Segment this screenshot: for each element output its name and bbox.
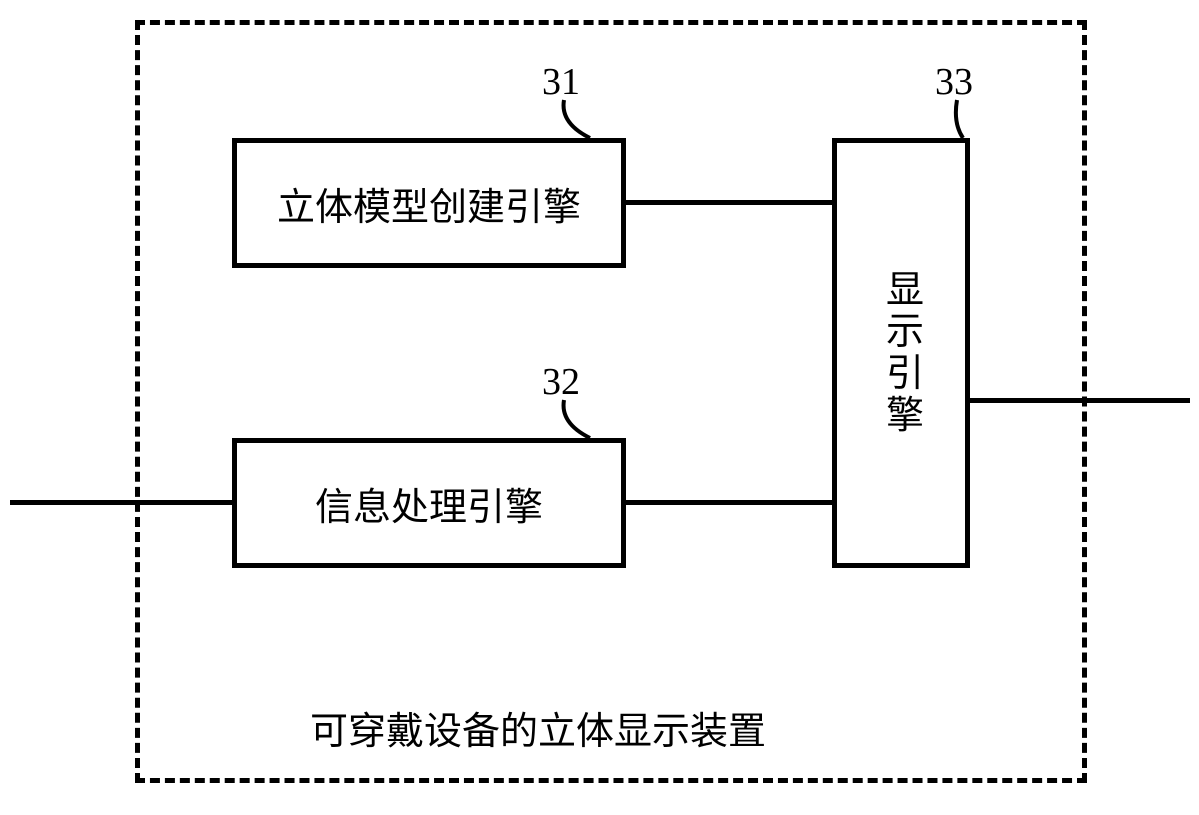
callout-curve-32 <box>554 398 600 440</box>
diagram-caption: 可穿戴设备的立体显示装置 <box>310 700 766 755</box>
box-info-engine: 信息处理引擎 <box>232 438 626 568</box>
box-display-engine-label: 显示引擎 <box>874 269 929 436</box>
connector-external-to-info <box>10 500 232 505</box>
connector-display-to-external <box>970 398 1190 403</box>
box-model-engine: 立体模型创建引擎 <box>232 138 626 268</box>
box-display-engine: 显示引擎 <box>832 138 970 568</box>
box-info-engine-label: 信息处理引擎 <box>315 476 543 531</box>
callout-curve-31 <box>554 98 600 140</box>
box-model-engine-label: 立体模型创建引擎 <box>277 176 581 231</box>
callout-curve-33 <box>947 98 973 140</box>
connector-info-to-display <box>626 500 832 505</box>
connector-model-to-display <box>626 200 832 205</box>
